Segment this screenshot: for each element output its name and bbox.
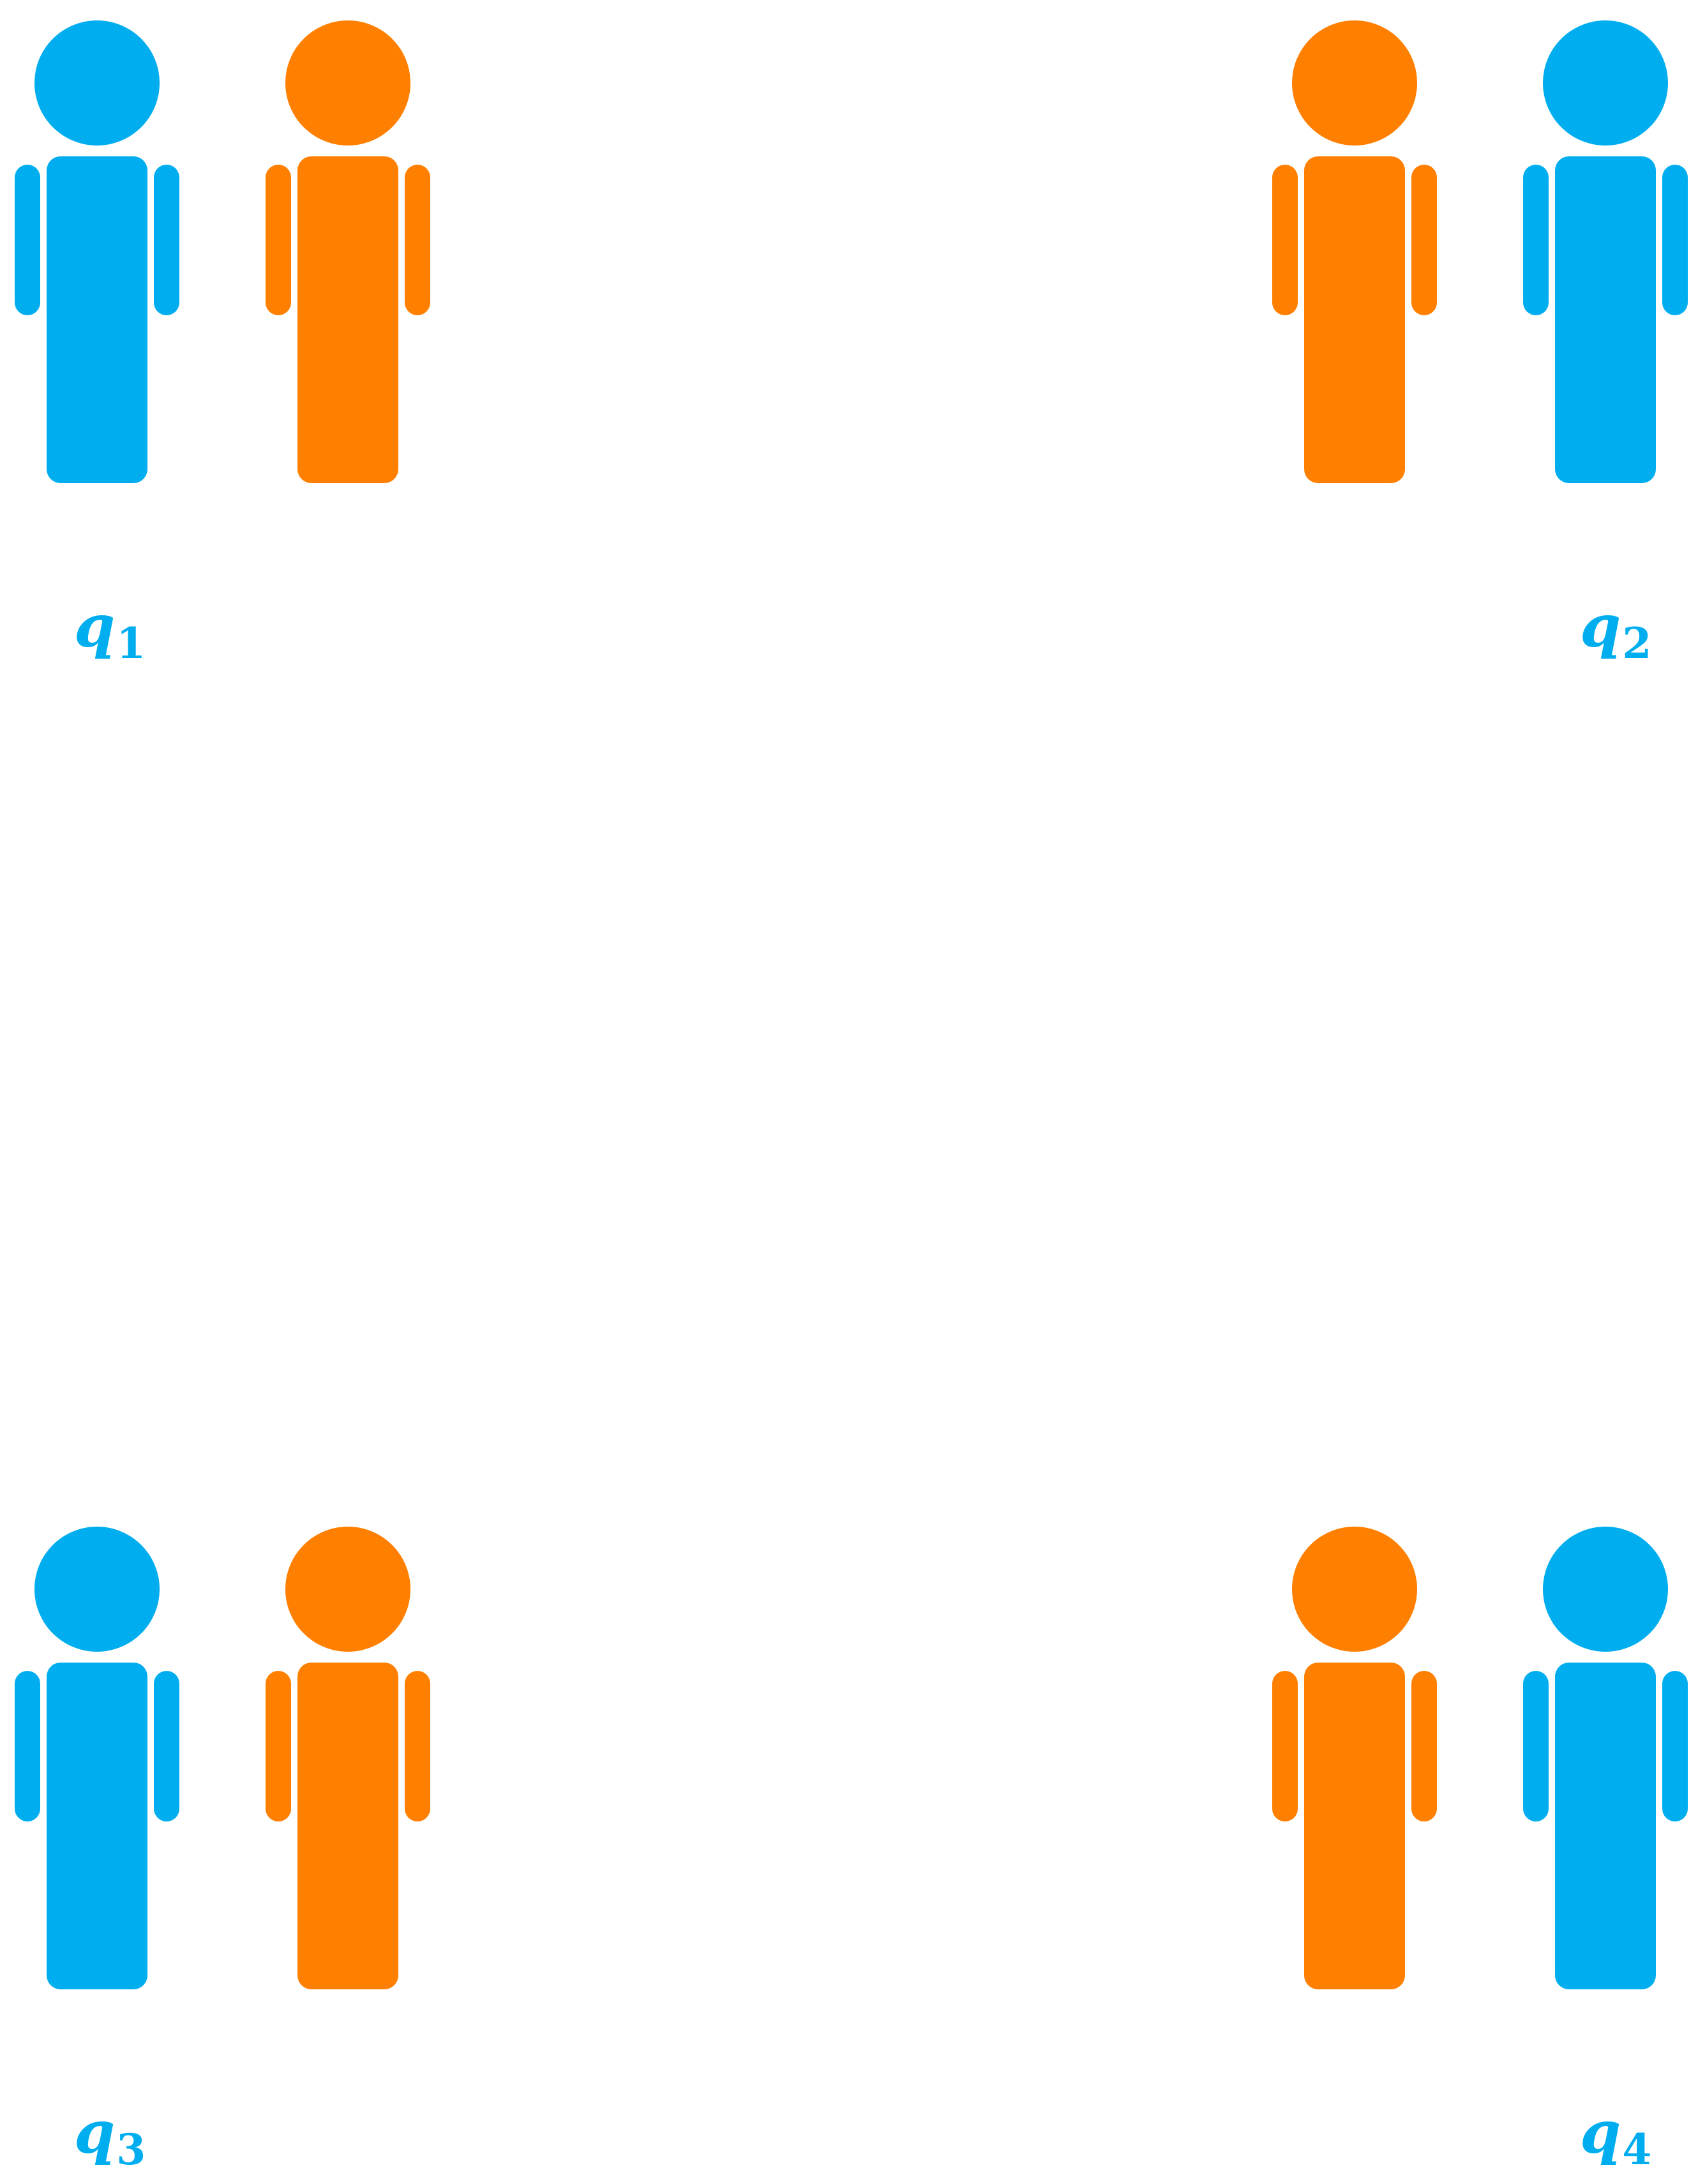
label-q3: q3 — [74, 2103, 146, 2171]
person-right-arm — [1662, 165, 1688, 315]
group-q3 — [15, 1527, 430, 1989]
person-left-arm — [266, 165, 291, 315]
person-head — [285, 1527, 410, 1652]
person-head — [34, 20, 160, 146]
person-body — [1555, 156, 1656, 483]
person-icon — [266, 1527, 430, 1989]
person-icon — [15, 20, 179, 483]
person-right-arm — [154, 1671, 179, 1821]
label-q1: q1 — [74, 597, 146, 664]
person-left-arm — [1272, 165, 1298, 315]
person-icon — [1523, 20, 1688, 483]
label-q2: q2 — [1580, 597, 1651, 664]
person-icon — [1523, 1527, 1688, 1989]
person-body — [297, 1663, 398, 1989]
person-head — [1292, 20, 1417, 146]
person-right-arm — [405, 1671, 430, 1821]
person-left-arm — [266, 1671, 291, 1821]
person-right-arm — [1411, 165, 1437, 315]
person-body — [297, 156, 398, 483]
person-body — [1304, 1663, 1405, 1989]
label-subscript: 4 — [1622, 2125, 1652, 2174]
person-head — [1543, 20, 1668, 146]
person-body — [1304, 156, 1405, 483]
label-subscript: 2 — [1622, 618, 1652, 668]
person-head — [1543, 1527, 1668, 1652]
person-left-arm — [1523, 165, 1549, 315]
person-head — [34, 1527, 160, 1652]
person-head — [1292, 1527, 1417, 1652]
person-left-arm — [15, 1671, 40, 1821]
person-icon — [15, 1527, 179, 1989]
person-right-arm — [405, 165, 430, 315]
person-head — [285, 20, 410, 146]
person-icon — [266, 20, 430, 483]
label-variable: q — [1580, 2098, 1621, 2167]
person-icon — [1272, 1527, 1437, 1989]
label-variable: q — [74, 592, 116, 661]
label-variable: q — [74, 2098, 116, 2167]
group-q4 — [1272, 1527, 1688, 1989]
person-icon — [1272, 20, 1437, 483]
group-q2 — [1272, 20, 1688, 483]
label-subscript: 1 — [116, 618, 146, 668]
person-left-arm — [15, 165, 40, 315]
label-subscript: 3 — [116, 2125, 146, 2174]
person-right-arm — [154, 165, 179, 315]
person-body — [47, 156, 147, 483]
label-variable: q — [1580, 592, 1621, 661]
person-right-arm — [1411, 1671, 1437, 1821]
group-q1 — [15, 20, 430, 483]
person-left-arm — [1523, 1671, 1549, 1821]
person-body — [1555, 1663, 1656, 1989]
person-body — [47, 1663, 147, 1989]
person-right-arm — [1662, 1671, 1688, 1821]
person-left-arm — [1272, 1671, 1298, 1821]
label-q4: q4 — [1580, 2103, 1651, 2171]
